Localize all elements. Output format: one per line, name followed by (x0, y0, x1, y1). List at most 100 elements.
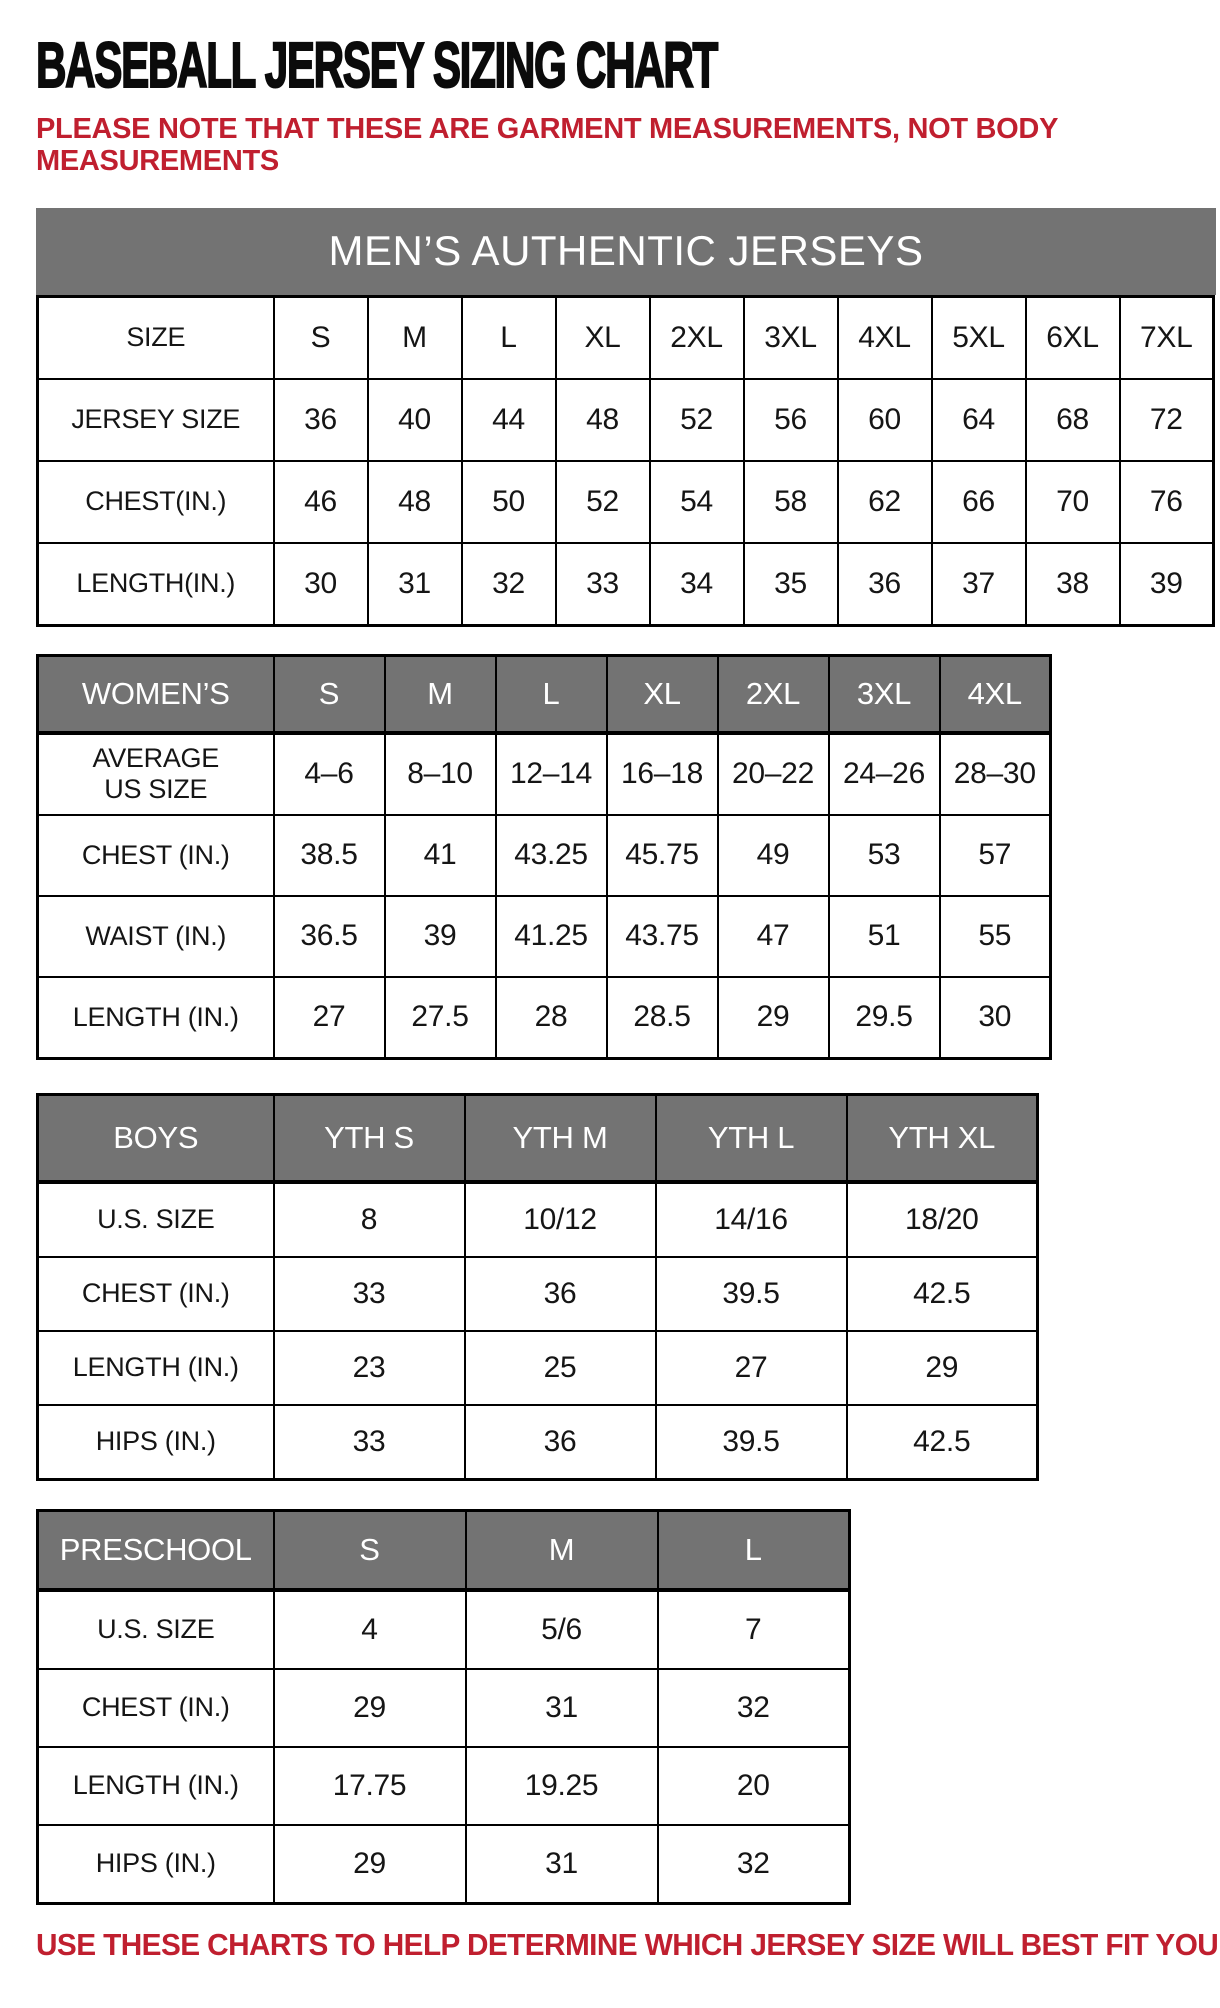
value-cell: 34 (648, 541, 745, 627)
value-cell: 66 (930, 459, 1027, 544)
value-cell: 51 (827, 894, 941, 978)
preschool-row-length: LENGTH (IN.) 17.75 19.25 20 (36, 1745, 851, 1826)
value-cell: 33 (554, 541, 651, 627)
value-cell: 19.25 (464, 1745, 659, 1826)
value-cell: 35 (742, 541, 839, 627)
row-label: U.S. SIZE (36, 1180, 275, 1258)
value-cell: 37 (930, 541, 1027, 627)
size-header-cell: S (272, 1509, 467, 1592)
value-cell: 36.5 (272, 894, 386, 978)
value-cell: 31 (366, 541, 463, 627)
size-header-cell: L (656, 1509, 851, 1592)
value-cell: 54 (648, 459, 745, 544)
garment-note: PLEASE NOTE THAT THESE ARE GARMENT MEASU… (36, 113, 1184, 178)
value-cell: 70 (1024, 459, 1121, 544)
size-header-cell: YTH M (463, 1093, 657, 1184)
value-cell: 10/12 (463, 1180, 657, 1258)
value-cell: 72 (1118, 377, 1215, 462)
size-header-cell: YTH XL (845, 1093, 1039, 1184)
size-header-cell: M (366, 295, 463, 380)
value-cell: 38 (1024, 541, 1121, 627)
value-cell: 39 (383, 894, 497, 978)
garment-note-line-2: MEASUREMENTS (36, 145, 279, 178)
size-header-cell: S (272, 654, 386, 735)
value-cell: 40 (366, 377, 463, 462)
value-cell: 28 (494, 975, 608, 1060)
value-cell: 14/16 (654, 1180, 848, 1258)
value-cell: 33 (272, 1403, 466, 1481)
size-header-cell: YTH S (272, 1093, 466, 1184)
mens-row-length: LENGTH(IN.) 30 31 32 33 34 35 36 37 38 3… (36, 541, 1215, 627)
value-cell: 58 (742, 459, 839, 544)
value-cell: 41 (383, 813, 497, 897)
preschool-header-row: PRESCHOOL S M L (36, 1509, 851, 1592)
value-cell: 52 (554, 459, 651, 544)
value-cell: 4 (272, 1588, 467, 1670)
value-cell: 60 (836, 377, 933, 462)
size-header-cell: XL (605, 654, 719, 735)
mens-row-size: SIZE S M L XL 2XL 3XL 4XL 5XL 6XL 7XL (36, 295, 1215, 380)
value-cell: 36 (463, 1255, 657, 1332)
garment-note-line-1: PLEASE NOTE THAT THESE ARE GARMENT MEASU… (36, 113, 1059, 145)
size-header-cell: 5XL (930, 295, 1027, 380)
preschool-size-table: PRESCHOOL S M L U.S. SIZE 4 5/6 7 CHEST … (36, 1508, 851, 1905)
value-cell: 43.75 (605, 894, 719, 978)
value-cell: 57 (938, 813, 1052, 897)
boys-row-chest: CHEST (IN.) 33 36 39.5 42.5 (36, 1255, 1039, 1332)
value-cell: 30 (938, 975, 1052, 1060)
row-label: LENGTH (IN.) (36, 975, 275, 1060)
row-label: WAIST (IN.) (36, 894, 275, 978)
value-cell: 28–30 (938, 731, 1052, 816)
value-cell: 50 (460, 459, 557, 544)
size-header-cell: 3XL (742, 295, 839, 380)
value-cell: 18/20 (845, 1180, 1039, 1258)
value-cell: 32 (460, 541, 557, 627)
row-label: HIPS (IN.) (36, 1403, 275, 1481)
value-cell: 44 (460, 377, 557, 462)
row-label: CHEST (IN.) (36, 1667, 275, 1748)
preschool-row-chest: CHEST (IN.) 29 31 32 (36, 1667, 851, 1748)
value-cell: 29 (845, 1329, 1039, 1406)
value-cell: 17.75 (272, 1745, 467, 1826)
row-label: CHEST(IN.) (36, 459, 275, 544)
womens-row-length: LENGTH (IN.) 27 27.5 28 28.5 29 29.5 30 (36, 975, 1052, 1060)
row-label: HIPS (IN.) (36, 1823, 275, 1905)
size-header-cell: 4XL (836, 295, 933, 380)
value-cell: 20–22 (716, 731, 830, 816)
footer-note: USE THESE CHARTS TO HELP DETERMINE WHICH… (36, 1926, 1220, 1962)
row-label: JERSEY SIZE (36, 377, 275, 462)
row-label: CHEST (IN.) (36, 1255, 275, 1332)
value-cell: 62 (836, 459, 933, 544)
value-cell: 68 (1024, 377, 1121, 462)
value-cell: 29.5 (827, 975, 941, 1060)
value-cell: 45.75 (605, 813, 719, 897)
row-label: SIZE (36, 295, 275, 380)
value-cell: 56 (742, 377, 839, 462)
value-cell: 5/6 (464, 1588, 659, 1670)
value-cell: 53 (827, 813, 941, 897)
value-cell: 27.5 (383, 975, 497, 1060)
size-header-cell: 7XL (1118, 295, 1215, 380)
value-cell: 55 (938, 894, 1052, 978)
womens-row-average-us-size: AVERAGE US SIZE 4–6 8–10 12–14 16–18 20–… (36, 731, 1052, 816)
sizing-chart-page: BASEBALL JERSEY SIZING CHART PLEASE NOTE… (0, 29, 1220, 2008)
value-cell: 64 (930, 377, 1027, 462)
size-header-cell: 6XL (1024, 295, 1121, 380)
row-label: LENGTH (IN.) (36, 1745, 275, 1826)
boys-header-row: BOYS YTH S YTH M YTH L YTH XL (36, 1093, 1039, 1184)
value-cell: 49 (716, 813, 830, 897)
value-cell: 27 (272, 975, 386, 1060)
value-cell: 32 (656, 1823, 851, 1905)
value-cell: 43.25 (494, 813, 608, 897)
row-label: LENGTH (IN.) (36, 1329, 275, 1406)
value-cell: 24–26 (827, 731, 941, 816)
value-cell: 31 (464, 1667, 659, 1748)
value-cell: 41.25 (494, 894, 608, 978)
value-cell: 28.5 (605, 975, 719, 1060)
preschool-row-hips: HIPS (IN.) 29 31 32 (36, 1823, 851, 1905)
value-cell: 12–14 (494, 731, 608, 816)
value-cell: 29 (716, 975, 830, 1060)
page-title: BASEBALL JERSEY SIZING CHART (35, 29, 719, 102)
value-cell: 20 (656, 1745, 851, 1826)
womens-size-table: WOMEN’S S M L XL 2XL 3XL 4XL AVERAGE US … (36, 653, 1052, 1060)
